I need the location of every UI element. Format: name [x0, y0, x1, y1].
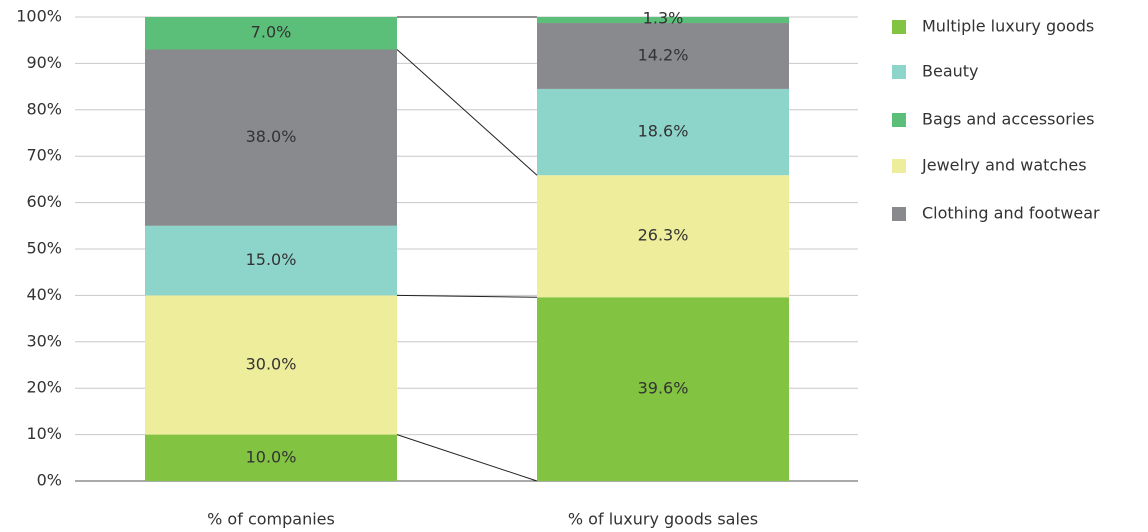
x-tick-label: % of luxury goods sales	[568, 510, 758, 529]
legend-label: Bags and accessories	[922, 110, 1094, 129]
x-tick-label: % of companies	[207, 510, 335, 529]
y-tick-label: 0%	[37, 471, 62, 490]
legend-label: Jewelry and watches	[921, 156, 1087, 175]
data-label: 7.0%	[251, 23, 292, 42]
data-label: 26.3%	[638, 226, 689, 245]
legend-swatch	[892, 65, 906, 79]
y-tick-label: 70%	[26, 146, 62, 165]
y-tick-label: 90%	[26, 53, 62, 72]
bar-segment	[145, 17, 397, 50]
bar-segment	[537, 17, 789, 24]
bar-segment	[145, 49, 397, 226]
y-tick-label: 100%	[16, 7, 62, 26]
legend-swatch	[892, 207, 906, 221]
connector	[396, 434, 538, 482]
bar-segment	[537, 88, 789, 176]
y-tick-label: 50%	[26, 239, 62, 258]
y-tick-label: 10%	[26, 424, 62, 443]
legend-swatch	[892, 20, 906, 34]
bar-segment	[537, 23, 789, 89]
bar-segment	[145, 225, 397, 296]
legend-label: Beauty	[922, 62, 979, 81]
legend-label: Multiple luxury goods	[922, 17, 1094, 36]
data-label: 14.2%	[638, 45, 689, 64]
y-tick-label: 30%	[26, 331, 62, 350]
data-label: 10.0%	[246, 447, 297, 466]
bar-segment	[145, 434, 397, 481]
data-label: 1.3%	[643, 9, 684, 28]
data-label: 15.0%	[246, 250, 297, 269]
data-label: 39.6%	[638, 379, 689, 398]
y-tick-label: 60%	[26, 192, 62, 211]
y-tick-label: 40%	[26, 285, 62, 304]
bar-segment	[537, 297, 789, 481]
y-tick-label: 80%	[26, 99, 62, 118]
data-label: 18.6%	[638, 122, 689, 141]
data-label: 30.0%	[246, 355, 297, 374]
bar-segment	[537, 175, 789, 298]
legend-label: Clothing and footwear	[922, 204, 1100, 223]
connector	[396, 49, 538, 176]
connector	[396, 294, 538, 298]
y-tick-label: 20%	[26, 378, 62, 397]
legend-swatch	[892, 159, 906, 173]
data-label: 38.0%	[246, 127, 297, 146]
bar-segment	[145, 295, 397, 435]
legend-swatch	[892, 113, 906, 127]
